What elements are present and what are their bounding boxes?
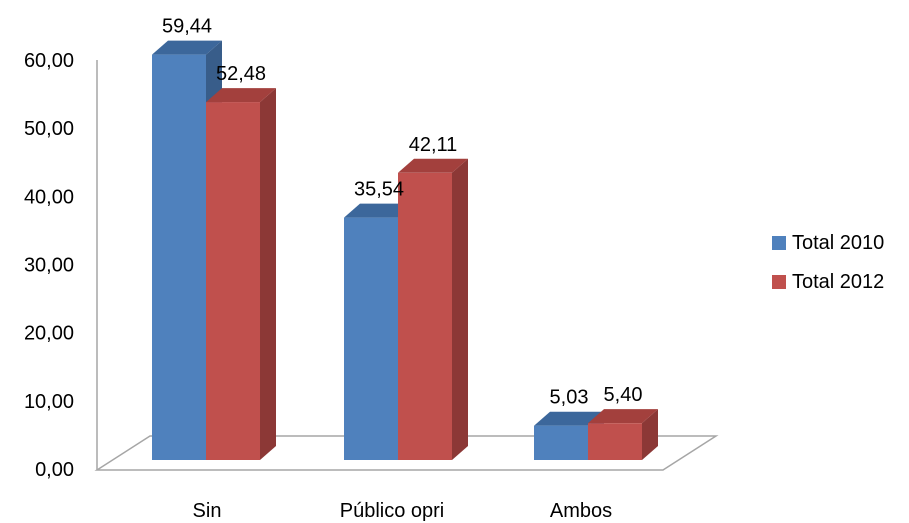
bars: [152, 40, 658, 461]
x-category-label: Público opri: [340, 500, 445, 522]
bar-top: [534, 411, 604, 426]
chart-axes: [94, 60, 719, 471]
bar-front: [152, 54, 206, 460]
legend-swatch-2012: [772, 275, 786, 289]
bar-side: [642, 409, 658, 460]
data-labels: 59,44 52,48 35,54 42,11 5,03 5,40: [162, 16, 643, 409]
bar-front: [588, 423, 642, 460]
legend-item-2010: Total 2010: [772, 232, 884, 254]
y-tick-label: 0,00: [35, 459, 74, 481]
y-tick-label: 50,00: [24, 118, 74, 140]
y-tick-label: 10,00: [24, 391, 74, 413]
bar: [398, 158, 468, 460]
x-category-label: Sin: [193, 500, 222, 522]
bar-front: [398, 172, 452, 460]
y-axis-ticks: 0,00 10,00 20,00 30,00 40,00 50,00 60,00: [24, 50, 74, 481]
bar-side: [260, 88, 276, 461]
bar-front: [206, 102, 260, 461]
legend-item-2012: Total 2012: [772, 271, 884, 293]
bar-top: [588, 409, 658, 424]
bar-top: [344, 203, 414, 218]
bar-side: [452, 158, 468, 460]
bar: [206, 88, 276, 461]
x-category-label: Ambos: [550, 500, 612, 522]
data-label: 59,44: [162, 16, 212, 38]
chart-floor: [94, 435, 719, 471]
legend: Total 2010 Total 2012: [772, 232, 884, 310]
y-tick-label: 60,00: [24, 50, 74, 72]
legend-label-2012: Total 2012: [792, 270, 885, 293]
bar: [588, 409, 658, 460]
legend-swatch-2010: [772, 236, 786, 250]
bar-top: [206, 88, 276, 103]
bar-front: [344, 217, 398, 460]
y-tick-label: 20,00: [24, 323, 74, 345]
data-label: 5,40: [604, 384, 643, 406]
data-label: 35,54: [354, 179, 404, 201]
y-tick-label: 40,00: [24, 186, 74, 208]
y-tick-label: 30,00: [24, 255, 74, 277]
bar-top: [398, 158, 468, 173]
bar-top: [152, 40, 222, 55]
category-labels: Sin Público opri Ambos: [193, 500, 613, 522]
data-label: 42,11: [409, 134, 458, 156]
legend-label-2010: Total 2010: [792, 231, 885, 254]
data-label: 52,48: [216, 63, 266, 85]
bar-front: [534, 425, 588, 460]
data-label: 5,03: [550, 387, 589, 409]
